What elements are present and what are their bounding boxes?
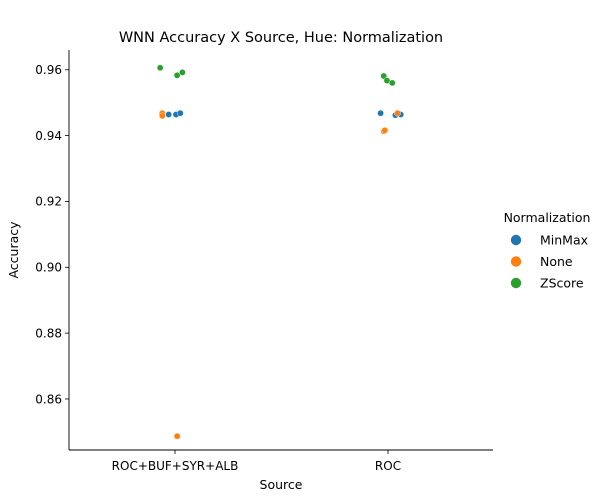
legend-label-none: None [540,254,573,269]
data-point-minmax [165,111,172,118]
y-tick-label: 0.88 [35,326,62,340]
plot-area: 0.86 0.88 0.90 0.92 0.94 0.96 ROC+BUF+SYR+ALB… [35,50,493,473]
y-tick-label: 0.90 [35,261,62,275]
chart-title: WNN Accuracy X Source, Hue: Normalizatio… [119,30,443,46]
legend: Normalization MinMax None ZScore [504,210,591,290]
y-ticks: 0.86 0.88 0.90 0.92 0.94 0.96 [35,63,69,406]
data-point-minmax [377,109,384,117]
data-point-none [173,432,181,440]
x-tick-label: ROC+BUF+SYR+ALB [112,459,239,473]
data-point-none [158,112,166,120]
data-point-zscore [388,79,396,87]
y-tick-label: 0.92 [35,195,62,209]
legend-title: Normalization [504,210,591,225]
legend-marker-none [510,256,522,267]
data-point-none [394,109,401,117]
data-point-minmax [176,109,184,117]
x-axis-label: Source [260,477,303,492]
data-points [156,64,405,440]
legend-label-zscore: ZScore [540,275,584,290]
legend-marker-minmax [510,234,522,246]
legend-label-minmax: MinMax [540,232,588,247]
y-tick-label: 0.94 [35,129,62,143]
data-point-zscore [156,64,164,72]
legend-marker-zscore [510,277,522,289]
data-point-none [381,127,389,134]
y-tick-label: 0.86 [35,392,62,406]
y-axis-label: Accuracy [6,221,21,279]
x-ticks: ROC+BUF+SYR+ALB ROC [112,450,401,473]
data-point-zscore [179,69,186,76]
y-tick-label: 0.96 [35,63,62,77]
data-point-zscore [173,72,181,79]
x-tick-label: ROC [375,459,401,473]
data-point-zscore [380,72,388,80]
